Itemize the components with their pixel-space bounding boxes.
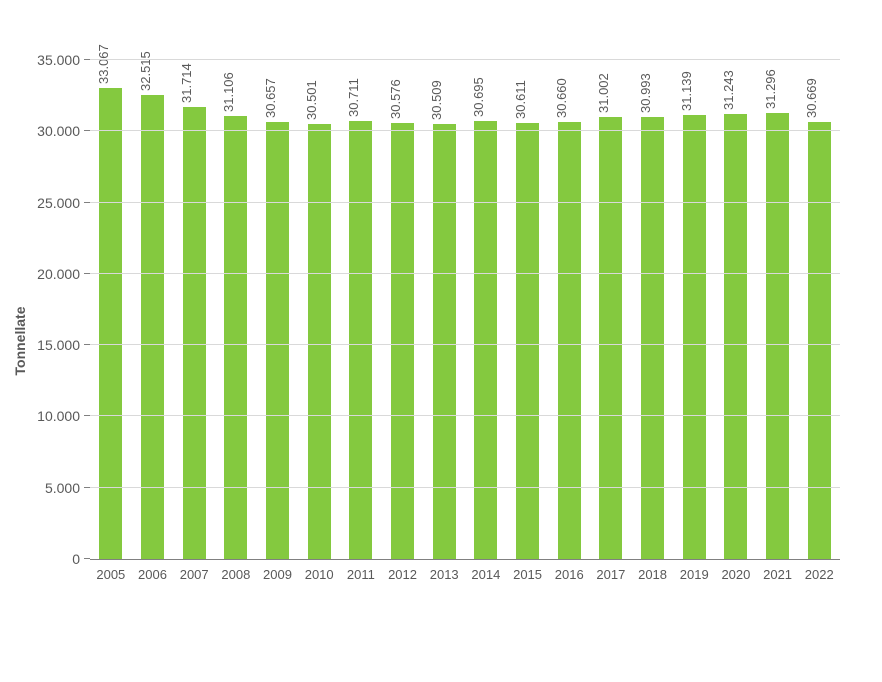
bar-value-label: 30.660 [554, 78, 569, 118]
bar-value-label: 30.657 [263, 78, 278, 118]
x-tick-label: 2006 [138, 567, 167, 582]
x-tick-label: 2012 [388, 567, 417, 582]
bar-slot: 30.5762012 [382, 60, 424, 559]
x-tick-label: 2018 [638, 567, 667, 582]
x-tick-label: 2011 [347, 567, 375, 582]
bar-value-label: 31.139 [679, 71, 694, 111]
bar: 30.501 [308, 124, 331, 559]
gridline [90, 202, 840, 203]
bar-slot: 30.6572009 [257, 60, 299, 559]
x-tick-label: 2020 [721, 567, 750, 582]
bar-value-label: 30.611 [513, 80, 528, 119]
bar-slot: 31.2432020 [715, 60, 757, 559]
bar: 31.714 [183, 107, 206, 559]
x-tick-label: 2022 [805, 567, 834, 582]
x-tick-label: 2016 [555, 567, 584, 582]
bar-value-label: 30.711 [346, 78, 361, 117]
bar: 30.660 [558, 122, 581, 559]
bar-value-label: 30.669 [804, 78, 819, 118]
bar: 30.657 [266, 122, 289, 559]
bar-value-label: 30.695 [471, 78, 486, 118]
x-tick-label: 2017 [596, 567, 625, 582]
bar-value-label: 30.993 [638, 73, 653, 113]
y-tick-label: 30.000 [37, 123, 80, 139]
y-tick-mark [84, 344, 90, 345]
bar: 30.611 [516, 123, 539, 559]
bar: 30.993 [641, 117, 664, 559]
x-tick-label: 2009 [263, 567, 292, 582]
y-tick-label: 15.000 [37, 337, 80, 353]
bar: 30.576 [391, 123, 414, 559]
bar-slot: 31.0022017 [590, 60, 632, 559]
x-tick-label: 2021 [763, 567, 792, 582]
bar-value-label: 31.243 [721, 70, 736, 110]
x-tick-label: 2019 [680, 567, 709, 582]
bar: 31.002 [599, 117, 622, 559]
y-tick-label: 10.000 [37, 408, 80, 424]
bar-slot: 31.2962021 [757, 60, 799, 559]
bar: 30.669 [808, 122, 831, 559]
bar-slot: 30.6952014 [465, 60, 507, 559]
x-tick-label: 2013 [430, 567, 459, 582]
bar-value-label: 31.106 [221, 72, 236, 112]
bar: 30.695 [474, 121, 497, 559]
y-tick-mark [84, 487, 90, 488]
y-tick-mark [84, 558, 90, 559]
bar-value-label: 30.509 [429, 80, 444, 120]
bar-value-label: 31.002 [596, 73, 611, 113]
bar-slot: 30.5092013 [423, 60, 465, 559]
bars-group: 33.067200532.515200631.714200731.1062008… [90, 60, 840, 559]
y-tick-mark [84, 202, 90, 203]
bar-value-label: 30.501 [304, 80, 319, 120]
bar-slot: 31.1062008 [215, 60, 257, 559]
bar-value-label: 31.714 [179, 63, 194, 103]
y-tick-label: 0 [72, 551, 80, 567]
bar-slot: 30.6112015 [507, 60, 549, 559]
y-tick-label: 5.000 [45, 480, 80, 496]
chart-container: Tonnellate 33.067200532.515200631.714200… [0, 0, 882, 682]
gridline [90, 415, 840, 416]
bar: 30.711 [349, 121, 372, 559]
y-tick-label: 20.000 [37, 266, 80, 282]
gridline [90, 130, 840, 131]
bar-slot: 30.7112011 [340, 60, 382, 559]
bar: 32.515 [141, 95, 164, 559]
x-tick-label: 2007 [180, 567, 209, 582]
x-tick-label: 2008 [221, 567, 250, 582]
bar-slot: 30.6692022 [798, 60, 840, 559]
bar-slot: 31.1392019 [673, 60, 715, 559]
y-tick-label: 35.000 [37, 52, 80, 68]
bar: 31.106 [224, 116, 247, 559]
plot-area: 33.067200532.515200631.714200731.1062008… [90, 60, 840, 560]
x-tick-label: 2010 [305, 567, 334, 582]
bar-value-label: 33.067 [96, 44, 111, 84]
bar-value-label: 32.515 [138, 52, 153, 92]
y-axis-title: Tonnellate [12, 307, 28, 376]
bar: 33.067 [99, 88, 122, 559]
bar-slot: 33.0672005 [90, 60, 132, 559]
gridline [90, 344, 840, 345]
x-tick-label: 2014 [471, 567, 500, 582]
gridline [90, 59, 840, 60]
gridline [90, 273, 840, 274]
y-tick-mark [84, 59, 90, 60]
bar-value-label: 31.296 [763, 69, 778, 109]
y-tick-mark [84, 273, 90, 274]
gridline [90, 487, 840, 488]
bar-value-label: 30.576 [388, 79, 403, 119]
bar: 30.509 [433, 124, 456, 559]
bar-slot: 32.5152006 [132, 60, 174, 559]
bar-slot: 30.6602016 [548, 60, 590, 559]
x-tick-label: 2015 [513, 567, 542, 582]
x-tick-label: 2005 [96, 567, 125, 582]
bar-slot: 30.5012010 [298, 60, 340, 559]
y-tick-mark [84, 415, 90, 416]
bar: 31.139 [683, 115, 706, 559]
bar-slot: 30.9932018 [632, 60, 674, 559]
y-tick-mark [84, 130, 90, 131]
bar: 31.296 [766, 113, 789, 559]
bar-slot: 31.7142007 [173, 60, 215, 559]
y-tick-label: 25.000 [37, 195, 80, 211]
bar: 31.243 [724, 114, 747, 559]
